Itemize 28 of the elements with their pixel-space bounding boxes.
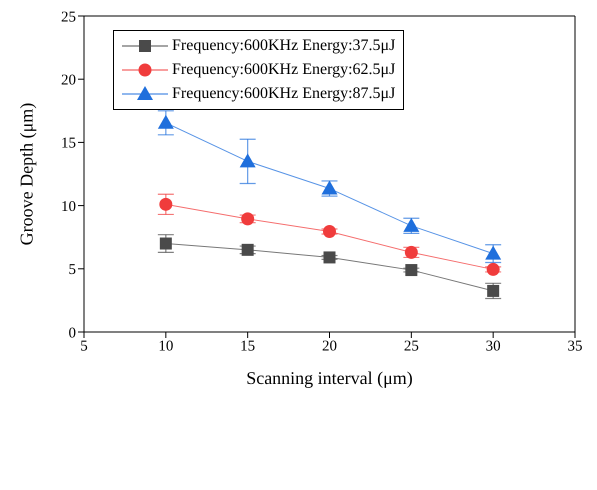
point — [242, 244, 254, 256]
legend-label: Frequency:600KHz Energy:37.5μJ — [172, 37, 396, 55]
x-tick-label: 15 — [240, 338, 256, 355]
x-axis-title: Scanning interval (μm) — [246, 368, 413, 388]
point — [159, 198, 172, 211]
y-tick-label: 5 — [68, 262, 76, 278]
y-tick-label: 20 — [61, 72, 76, 89]
point — [160, 238, 172, 250]
x-tick-label: 35 — [568, 338, 582, 355]
x-tick-label: 25 — [404, 338, 419, 355]
point — [240, 153, 256, 168]
x-tick-label: 30 — [486, 338, 501, 355]
point — [486, 262, 500, 276]
point — [405, 264, 418, 276]
point — [324, 251, 336, 264]
x-tick-label: 20 — [322, 338, 337, 355]
y-axis-title: Groove Depth (μm) — [16, 102, 36, 246]
legend-label: Frequency:600KHz Energy:87.5μJ — [172, 85, 396, 103]
point — [323, 225, 336, 238]
y-tick-label: 10 — [61, 198, 76, 215]
x-tick-label: 10 — [158, 338, 174, 355]
y-tick-label: 15 — [61, 136, 76, 152]
y-tick-label: 25 — [61, 9, 76, 26]
y-tick-label: 0 — [68, 325, 76, 342]
point — [158, 114, 174, 129]
legend-label: Frequency:600KHz Energy:62.5μJ — [172, 61, 396, 79]
x-tick-label: 5 — [80, 338, 88, 355]
point — [485, 246, 502, 260]
